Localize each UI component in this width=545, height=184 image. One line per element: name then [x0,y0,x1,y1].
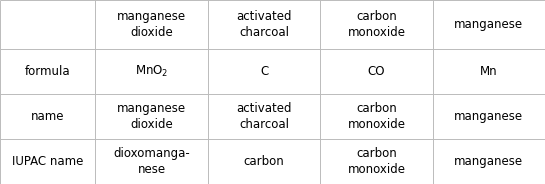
Text: CO: CO [368,65,385,78]
Text: activated
charcoal: activated charcoal [237,102,292,131]
Text: MnO$_2$: MnO$_2$ [135,64,168,79]
Text: carbon
monoxide: carbon monoxide [348,10,405,39]
Text: name: name [31,110,64,123]
Text: formula: formula [25,65,70,78]
Text: manganese: manganese [455,155,523,168]
Text: manganese: manganese [455,110,523,123]
Text: C: C [260,65,268,78]
Text: carbon
monoxide: carbon monoxide [348,147,405,176]
Text: carbon
monoxide: carbon monoxide [348,102,405,131]
Text: activated
charcoal: activated charcoal [237,10,292,39]
Text: manganese
dioxide: manganese dioxide [117,10,186,39]
Text: manganese: manganese [455,18,523,31]
Text: carbon: carbon [244,155,284,168]
Text: Mn: Mn [480,65,498,78]
Text: dioxomanga-
nese: dioxomanga- nese [113,147,190,176]
Text: manganese
dioxide: manganese dioxide [117,102,186,131]
Text: IUPAC name: IUPAC name [12,155,83,168]
